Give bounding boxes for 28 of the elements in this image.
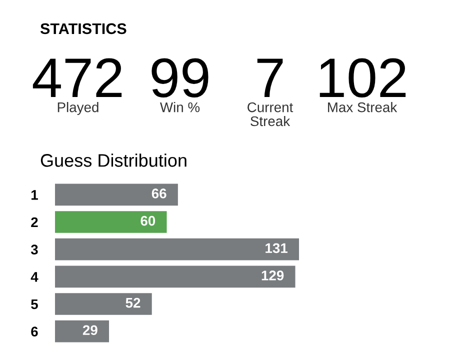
y-tick-label: 2 <box>31 217 38 228</box>
y-tick-label: 1 <box>31 190 38 200</box>
category-label: Played <box>58 102 98 115</box>
category-label: Win % <box>160 102 200 112</box>
y-tick-label: 3 <box>30 244 38 255</box>
data-label: 60 <box>140 216 156 226</box>
data-label: 99 <box>152 58 208 98</box>
category-label: Current Streak <box>248 102 294 126</box>
data-label: 52 <box>126 298 140 308</box>
y-tick-label: 6 <box>31 326 38 337</box>
y-tick-label: 5 <box>31 299 38 310</box>
bar <box>55 184 178 206</box>
data-label: 29 <box>82 325 98 336</box>
bar <box>55 211 167 233</box>
category-label: Max Streak <box>328 102 398 112</box>
data-label: 131 <box>266 243 288 254</box>
data-label: 472 <box>32 58 122 97</box>
data-label: 7 <box>257 58 283 97</box>
bar <box>55 293 152 315</box>
bar <box>55 266 296 288</box>
chart-title: Guess Distribution <box>40 154 186 167</box>
data-label: 66 <box>152 188 166 198</box>
data-label: 129 <box>262 270 284 280</box>
bar <box>55 320 110 342</box>
bar <box>55 238 299 260</box>
y-tick-label: 4 <box>30 272 38 282</box>
text: STATISTICS <box>40 23 126 34</box>
data-label: 102 <box>320 58 406 98</box>
